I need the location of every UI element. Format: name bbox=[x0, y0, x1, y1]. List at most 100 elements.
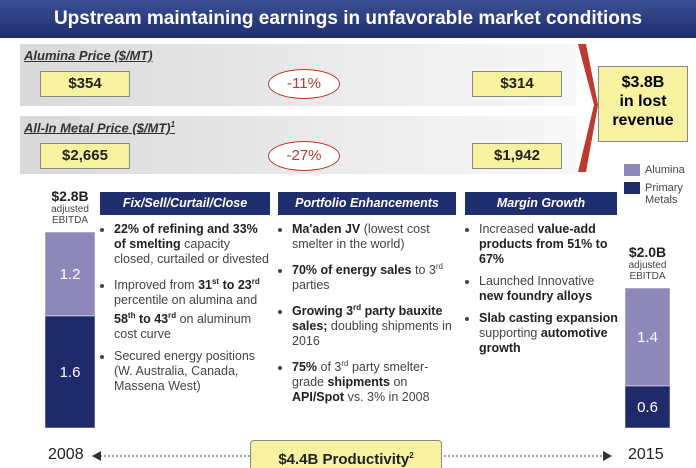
bar-total: $2.8B bbox=[51, 188, 89, 204]
column-header: Fix/Sell/Curtail/Close bbox=[100, 192, 270, 215]
bullet: 22% of refining and 33% of smelting capa… bbox=[114, 222, 272, 267]
bold-text: Ma'aden JV bbox=[292, 222, 360, 236]
timeline-start: 2008 bbox=[48, 446, 84, 463]
price-label: All-In Metal Price ($/MT)1 bbox=[24, 120, 176, 136]
bullet: 75% of 3rd party smelter-grade shipments… bbox=[292, 356, 458, 405]
bullet-list: Ma'aden JV (lowest cost smelter in the w… bbox=[280, 222, 458, 405]
text-run: 22% of refining and 33% of smelting bbox=[114, 222, 258, 251]
column-header: Margin Growth bbox=[465, 192, 617, 215]
bold-text: 22% of refining and 33% of smelting bbox=[114, 222, 258, 251]
bold-text: party bauxite sales; bbox=[292, 304, 442, 333]
legend-swatch bbox=[624, 182, 640, 194]
superscript: rd bbox=[353, 303, 362, 313]
text-run: 31 bbox=[198, 278, 212, 293]
text-run: 75% bbox=[292, 360, 318, 375]
bold-text: 70% of energy sales bbox=[292, 263, 412, 277]
superscript: rd bbox=[341, 359, 349, 369]
bullet: Ma'aden JV (lowest cost smelter in the w… bbox=[292, 222, 458, 252]
text-run: shipments bbox=[327, 375, 390, 390]
bar-total: $2.0B bbox=[628, 244, 667, 260]
bold-text: Growing 3 bbox=[292, 304, 353, 318]
text-run: to 43 bbox=[135, 312, 169, 327]
column-body: Increased value-add products from 51% to… bbox=[467, 222, 619, 363]
from-value: $354 bbox=[40, 71, 130, 97]
bold-text: th bbox=[127, 311, 136, 326]
text-run: Launched Innovative bbox=[479, 274, 595, 288]
text-run: Ma'aden JV bbox=[292, 222, 361, 236]
bullet: Launched Innovative new foundry alloys bbox=[479, 274, 619, 304]
lost-revenue-line: in lost bbox=[619, 93, 667, 110]
superscript: rd bbox=[435, 262, 443, 271]
bar-value: 0.6 bbox=[637, 399, 658, 416]
text-run: Growing 3 bbox=[292, 304, 354, 319]
bullet-list: 22% of refining and 33% of smelting capa… bbox=[102, 222, 272, 394]
bar-value: 1.4 bbox=[637, 329, 658, 346]
bar-note: adjusted bbox=[51, 204, 89, 215]
superscript: rd bbox=[251, 277, 260, 286]
bold-text: rd bbox=[353, 303, 362, 318]
bold-text: rd bbox=[168, 311, 176, 326]
price-label: Alumina Price ($/MT) bbox=[24, 48, 153, 63]
bullet: Increased value-add products from 51% to… bbox=[479, 222, 619, 267]
bold-text: rd bbox=[251, 277, 260, 292]
column-header: Portfolio Enhancements bbox=[278, 192, 456, 215]
bold-text: automotive growth bbox=[479, 326, 608, 355]
text-run: value-add products from 51% to 67% bbox=[479, 222, 608, 266]
bold-text: Slab casting expansion bbox=[479, 311, 618, 325]
bar-note: EBITDA bbox=[629, 271, 666, 282]
bar-header: $2.8B adjusted EBITDA bbox=[30, 188, 110, 226]
legend-swatch bbox=[624, 164, 640, 176]
bar-segment bbox=[624, 385, 671, 429]
text-run: to 3 bbox=[411, 263, 436, 278]
text-run: on bbox=[389, 375, 408, 390]
text-run: (lowest cost smelter in the world) bbox=[292, 222, 430, 251]
arrow-head bbox=[603, 451, 612, 461]
text-run: API/Spot bbox=[292, 390, 345, 405]
text-run: to 23 bbox=[219, 278, 252, 293]
legend-label: Alumina bbox=[645, 164, 685, 176]
to-value: $314 bbox=[472, 71, 562, 97]
text-run: capacity closed, curtailed or divested bbox=[114, 237, 269, 266]
bold-text: 58 bbox=[114, 312, 128, 326]
productivity-box: $4.4B Productivity2 bbox=[250, 440, 442, 468]
bullet: Secured energy positions (W. Australia, … bbox=[114, 349, 272, 394]
text-run: doubling shipments in 2016 bbox=[292, 319, 452, 349]
text-run: supporting bbox=[479, 326, 541, 340]
bullet-list: Increased value-add products from 51% to… bbox=[467, 222, 619, 356]
timeline-end: 2015 bbox=[628, 446, 664, 463]
to-value: $1,942 bbox=[472, 143, 562, 169]
text-run: party bauxite sales; bbox=[292, 304, 443, 334]
superscript: th bbox=[127, 311, 136, 321]
bar-segment bbox=[44, 231, 96, 317]
bold-text: to 23 bbox=[219, 278, 252, 292]
text-run: Increased bbox=[479, 222, 538, 236]
lost-revenue: $3.8B in lost revenue bbox=[598, 66, 688, 142]
text-run: 70% of energy sales bbox=[292, 263, 412, 278]
bold-text: to 43 bbox=[135, 312, 168, 326]
text-run: new foundry alloys bbox=[479, 289, 593, 303]
text-run: of 3 bbox=[317, 360, 342, 375]
bold-text: value-add products from 51% to 67% bbox=[479, 222, 608, 266]
text-run: automotive growth bbox=[479, 326, 608, 355]
text-run: Secured energy positions (W. Australia, … bbox=[114, 349, 256, 394]
lost-revenue-line: revenue bbox=[612, 112, 674, 129]
bullet: Slab casting expansion supporting automo… bbox=[479, 311, 619, 356]
chevron bbox=[578, 44, 598, 172]
superscript: st bbox=[211, 277, 220, 286]
footnote-mark: 2 bbox=[409, 451, 414, 460]
lost-revenue-line: $3.8B bbox=[621, 74, 665, 91]
bar-note: adjusted bbox=[628, 260, 667, 271]
legend-label: Primary Metals bbox=[645, 182, 683, 206]
bold-text: new foundry alloys bbox=[479, 289, 592, 303]
arrow-head bbox=[92, 451, 101, 461]
bold-text: API/Spot bbox=[292, 390, 344, 404]
text-run: party smelter-grade bbox=[292, 360, 429, 390]
text-run: 58 bbox=[114, 312, 128, 327]
bold-text: 75% bbox=[292, 360, 317, 374]
bar-header: $2.0B adjusted EBITDA bbox=[610, 244, 685, 282]
footnote-mark: 1 bbox=[170, 120, 176, 129]
bold-text: shipments bbox=[327, 375, 390, 389]
bar-segment bbox=[44, 315, 96, 429]
slide-title: Upstream maintaining earnings in unfavor… bbox=[0, 0, 696, 38]
